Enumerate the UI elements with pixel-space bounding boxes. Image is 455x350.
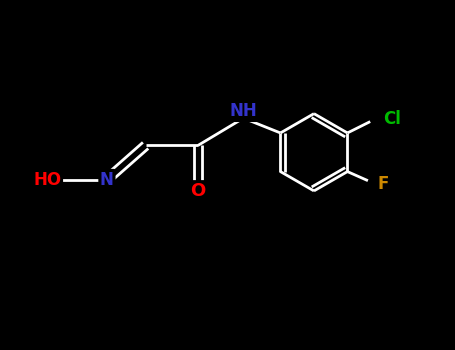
Text: HO: HO (33, 170, 61, 189)
Text: F: F (378, 175, 389, 193)
Text: N: N (100, 170, 114, 189)
Text: O: O (190, 182, 206, 200)
Text: NH: NH (230, 102, 257, 120)
Text: Cl: Cl (383, 110, 401, 128)
